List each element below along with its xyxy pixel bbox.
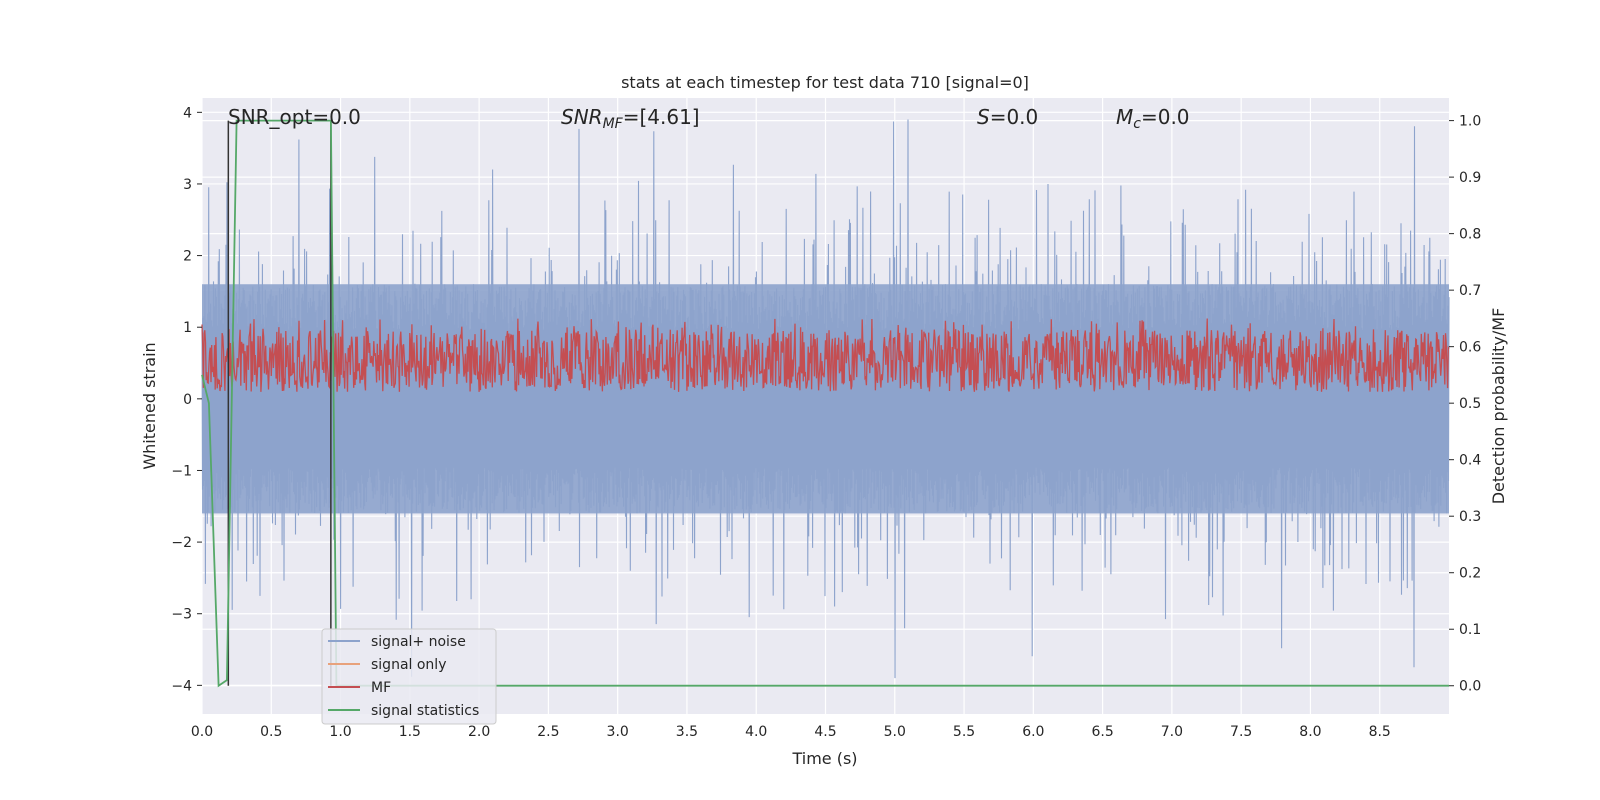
y-right-tick-label: 0.2 [1459,566,1481,582]
x-tick-label: 0.0 [191,724,213,740]
x-tick-label: 4.0 [745,724,767,740]
y-right-tick-label: 0.9 [1459,170,1481,186]
y-right-tick-label: 0.4 [1459,453,1481,469]
x-tick-label: 5.0 [884,724,906,740]
y-right-tick-label: 0.7 [1459,283,1481,299]
annotation-mc-rest: =0.0 [1141,105,1190,129]
legend: signal+ noise signal only MF signal stat… [321,628,497,725]
x-tick-label: 0.5 [260,724,282,740]
y-axis-label-left: Whitened strain [140,342,159,469]
chart-title: stats at each timestep for test data 710… [621,73,1029,92]
y-right-tick-label: 0.8 [1459,227,1481,243]
y-left-tick-label: 3 [183,177,192,193]
x-axis: 0.0 0.5 1.0 1.5 2.0 2.5 3.0 3.5 4.0 4.5 5.0 5.5 6.0 6… [191,724,1391,740]
x-tick-label: 8.5 [1369,724,1391,740]
x-tick-label: 2.0 [468,724,490,740]
legend-label-mf: MF [371,680,391,696]
annotation-s-rest: =0.0 [990,105,1039,129]
annotation-snr-mf-main: SNR [561,105,603,129]
y-right-tick-label: 0.3 [1459,509,1481,525]
annotation-mc: Mc=0.0 [1116,105,1190,132]
annotation-mc-sub: c [1133,116,1141,132]
y-left-tick-label: −4 [171,678,192,694]
legend-label-signal-only: signal only [371,657,446,673]
x-tick-label: 7.0 [1161,724,1183,740]
annotation-mc-main: M [1116,105,1133,129]
x-tick-label: 3.0 [607,724,629,740]
x-tick-label: 1.0 [329,724,351,740]
annotation-snr-mf: SNRMF=[4.61] [561,105,700,132]
x-tick-label: 3.5 [676,724,698,740]
y-right-tick-label: 0.5 [1459,396,1481,412]
x-axis-label: Time (s) [791,749,857,768]
x-tick-label: 7.5 [1230,724,1252,740]
series-mf [201,318,1450,392]
y-left-tick-label: 1 [183,320,192,336]
y-left-tick-label: −2 [171,535,192,551]
x-tick-label: 4.5 [814,724,836,740]
left-axis: 4 3 2 1 0 −1 −2 −3 −4 [171,105,202,694]
annotation-snr-mf-rest: =[4.61] [623,105,700,129]
legend-label-signal-statistics: signal statistics [371,703,479,719]
annotation-snr-opt: SNR_opt=0.0 [228,105,361,129]
x-tick-label: 6.5 [1091,724,1113,740]
y-right-tick-label: 0.6 [1459,340,1481,356]
y-axis-label-right: Detection probability/MF [1489,308,1508,505]
y-right-tick-label: 1.0 [1459,114,1481,130]
legend-box [321,628,497,725]
legend-label-signal-noise: signal+ noise [371,634,466,650]
y-left-tick-label: −3 [171,607,192,623]
annotation-snr-mf-sub: MF [603,116,624,132]
series-signal-noise [201,119,1450,679]
y-left-tick-label: −1 [171,463,192,479]
series-layer [201,119,1450,688]
y-left-tick-label: 2 [183,249,192,265]
x-tick-label: 5.5 [953,724,975,740]
x-tick-label: 1.5 [399,724,421,740]
right-axis: 1.0 0.9 0.8 0.7 0.6 0.5 0.4 0.3 0.2 0.1 0.0 [1449,114,1481,695]
y-right-tick-label: 0.0 [1459,679,1481,695]
x-tick-label: 2.5 [537,724,559,740]
annotation-s-main: S [977,105,990,129]
annotation-s: S=0.0 [977,105,1038,129]
x-tick-label: 6.0 [1022,724,1044,740]
x-tick-label: 8.0 [1299,724,1321,740]
y-left-tick-label: 0 [183,392,192,408]
y-left-tick-label: 4 [183,105,192,121]
y-right-tick-label: 0.1 [1459,622,1481,638]
